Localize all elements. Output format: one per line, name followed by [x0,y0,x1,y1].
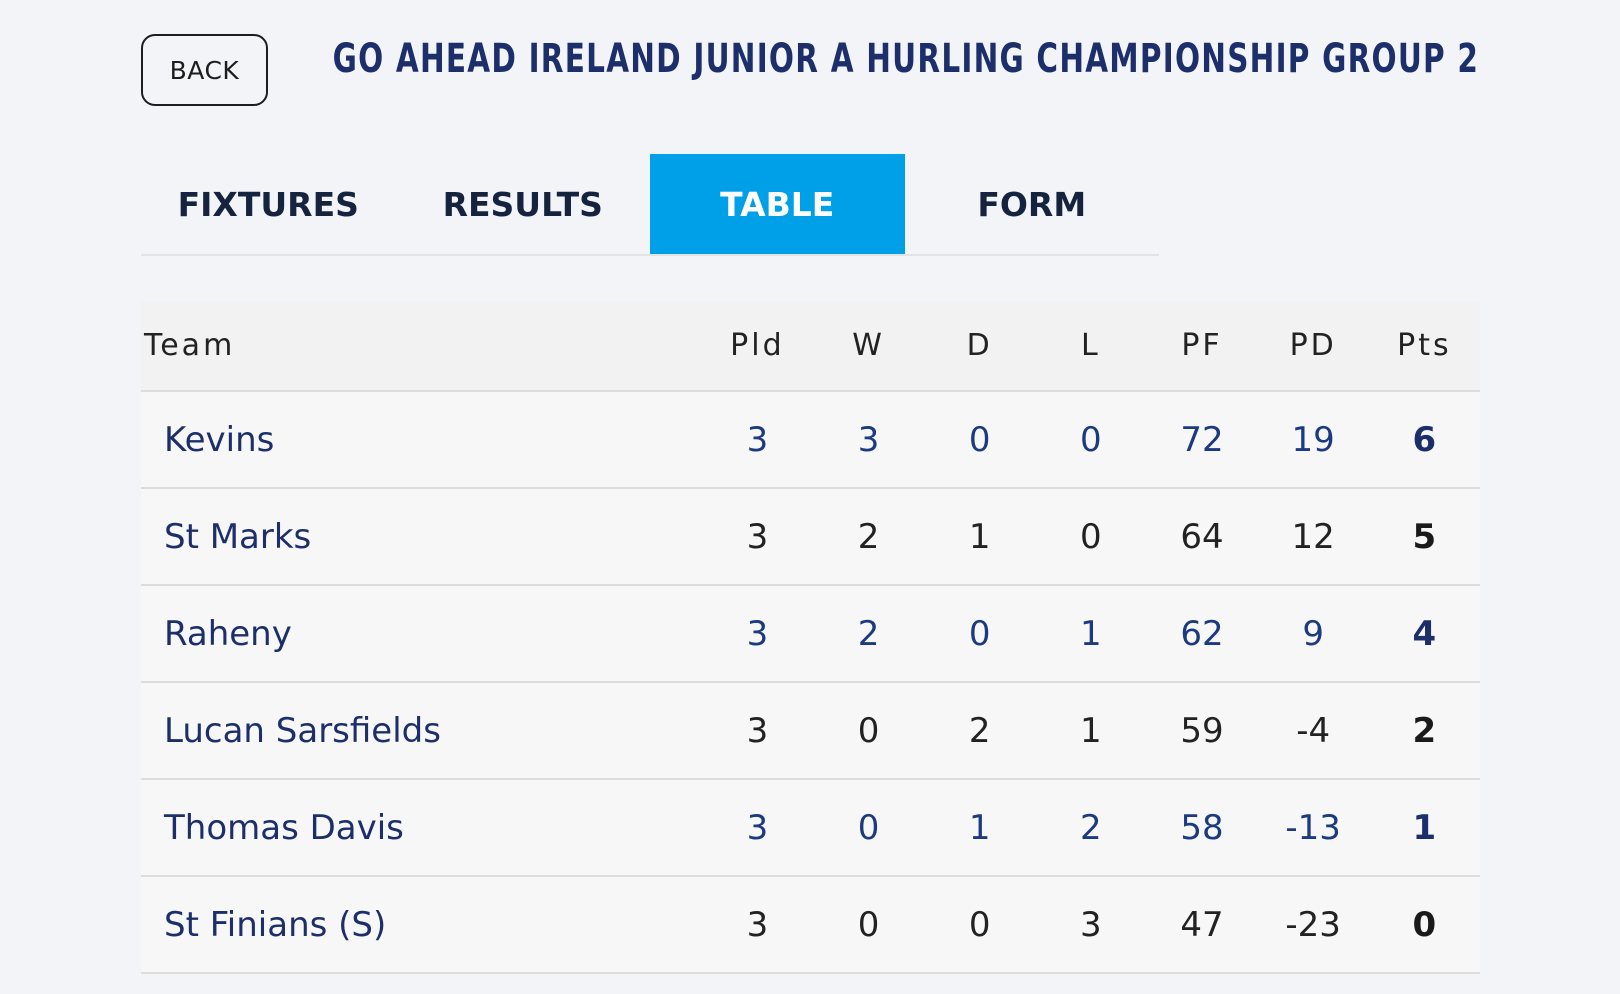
cell-pd: 9 [1302,613,1324,654]
header-pld: Pld [701,301,813,392]
cell-l: 0 [1080,419,1102,460]
table-row[interactable]: Lucan Sarsfields 3 0 2 1 59 -4 2 [141,682,1480,779]
header-pd: PD [1257,301,1369,392]
cell-pd: -23 [1285,904,1341,945]
table-row[interactable]: St Finians (S) 3 0 0 3 47 -23 0 [141,876,1480,973]
table-row[interactable]: Kevins 3 3 0 0 72 19 6 [141,391,1480,488]
cell-w: 2 [857,613,880,654]
cell-l: 1 [1080,710,1102,751]
page-title: GO AHEAD IRELAND JUNIOR A HURLING CHAMPI… [332,36,1479,82]
cell-pld: 3 [746,807,769,848]
cell-pts: 0 [1412,904,1437,945]
cell-pd: -4 [1296,710,1331,751]
back-button[interactable]: BACK [141,34,268,106]
cell-w: 3 [857,419,880,460]
standings-table: Team Pld W D L PF PD Pts Kevins 3 3 0 0 … [141,301,1480,974]
cell-pf: 64 [1180,516,1224,557]
cell-d: 2 [968,710,991,751]
tab-table[interactable]: TABLE [650,154,905,254]
cell-pf: 62 [1180,613,1224,654]
cell-w: 0 [857,807,880,848]
cell-pts: 6 [1412,419,1437,460]
cell-pld: 3 [746,419,769,460]
table-row[interactable]: Raheny 3 2 0 1 62 9 4 [141,585,1480,682]
team-name-link[interactable]: Raheny [164,613,292,654]
cell-pld: 3 [746,904,769,945]
cell-w: 2 [857,516,880,557]
table-row[interactable]: St Marks 3 2 1 0 64 12 5 [141,488,1480,585]
cell-l: 3 [1080,904,1102,945]
table-header-row: Team Pld W D L PF PD Pts [141,301,1480,392]
cell-pts: 1 [1412,807,1437,848]
table-row[interactable]: Thomas Davis 3 0 1 2 58 -13 1 [141,779,1480,876]
team-name-link[interactable]: St Finians (S) [164,904,387,945]
team-name-link[interactable]: Kevins [164,419,275,460]
cell-pd: 12 [1291,516,1335,557]
cell-pd: 19 [1291,419,1335,460]
tab-bar: FIXTURES RESULTS TABLE FORM [141,154,1159,256]
header-l: L [1035,301,1147,392]
cell-pld: 3 [746,710,769,751]
tab-fixtures[interactable]: FIXTURES [177,184,359,224]
cell-pts: 4 [1412,613,1437,654]
cell-pld: 3 [746,613,769,654]
cell-pf: 58 [1180,807,1224,848]
cell-l: 1 [1080,613,1102,654]
cell-pf: 47 [1180,904,1224,945]
team-name-link[interactable]: St Marks [164,516,312,557]
header-team: Team [141,301,702,392]
cell-l: 0 [1080,516,1102,557]
cell-d: 0 [968,613,991,654]
header-pf: PF [1146,301,1258,392]
cell-d: 0 [968,904,991,945]
tab-form[interactable]: FORM [977,184,1087,224]
cell-pld: 3 [746,516,769,557]
header-w: W [812,301,925,392]
cell-d: 1 [968,516,991,557]
team-name-link[interactable]: Lucan Sarsfields [164,710,441,751]
header-d: D [924,301,1036,392]
cell-w: 0 [857,710,880,751]
cell-pd: -13 [1285,807,1341,848]
cell-l: 2 [1080,807,1102,848]
cell-pts: 2 [1412,710,1437,751]
cell-pf: 72 [1180,419,1224,460]
cell-pf: 59 [1180,710,1224,751]
header-pts: Pts [1368,301,1480,392]
team-name-link[interactable]: Thomas Davis [164,807,404,848]
cell-d: 0 [968,419,991,460]
cell-w: 0 [857,904,880,945]
tab-results[interactable]: RESULTS [442,184,603,224]
cell-d: 1 [968,807,991,848]
cell-pts: 5 [1412,516,1437,557]
